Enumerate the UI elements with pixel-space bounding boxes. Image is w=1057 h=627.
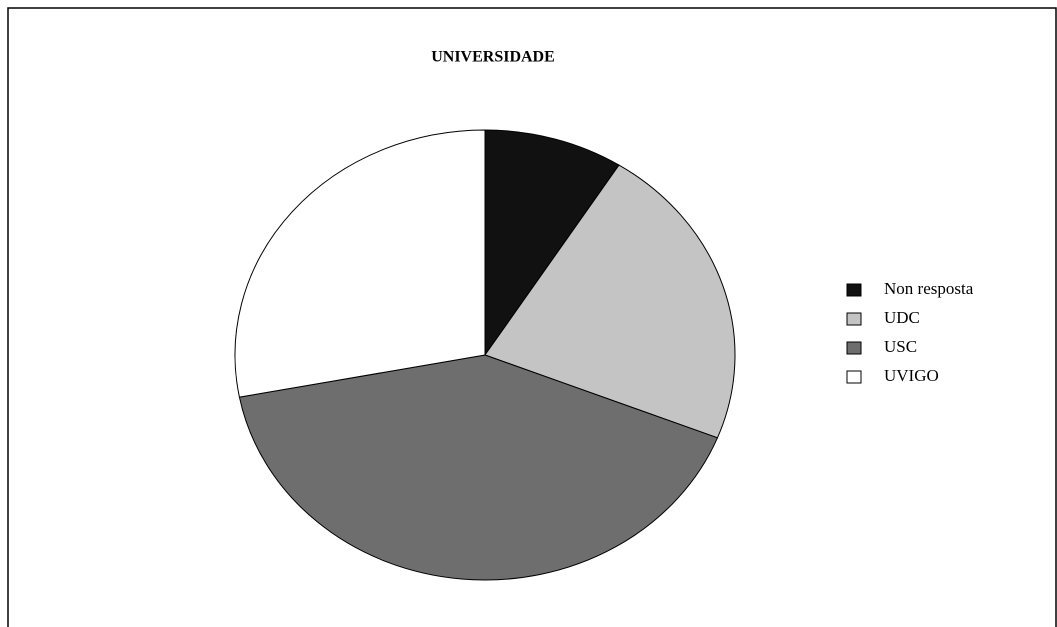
legend-swatch bbox=[846, 312, 862, 326]
legend-label: USC bbox=[884, 337, 917, 356]
legend-swatch bbox=[846, 370, 862, 384]
frame bbox=[7, 7, 1057, 627]
chart-title: UNIVERSIDADE bbox=[431, 49, 555, 66]
legend-label: UVIGO bbox=[884, 366, 939, 385]
pie-slice bbox=[484, 129, 620, 357]
legend-swatch bbox=[846, 283, 862, 297]
legend-label: Non resposta bbox=[884, 279, 974, 298]
legend-label: UDC bbox=[884, 308, 920, 327]
pie-slice bbox=[238, 354, 719, 581]
pie-slice bbox=[484, 164, 736, 439]
pie-slice bbox=[234, 129, 486, 398]
legend-swatch bbox=[846, 341, 862, 355]
